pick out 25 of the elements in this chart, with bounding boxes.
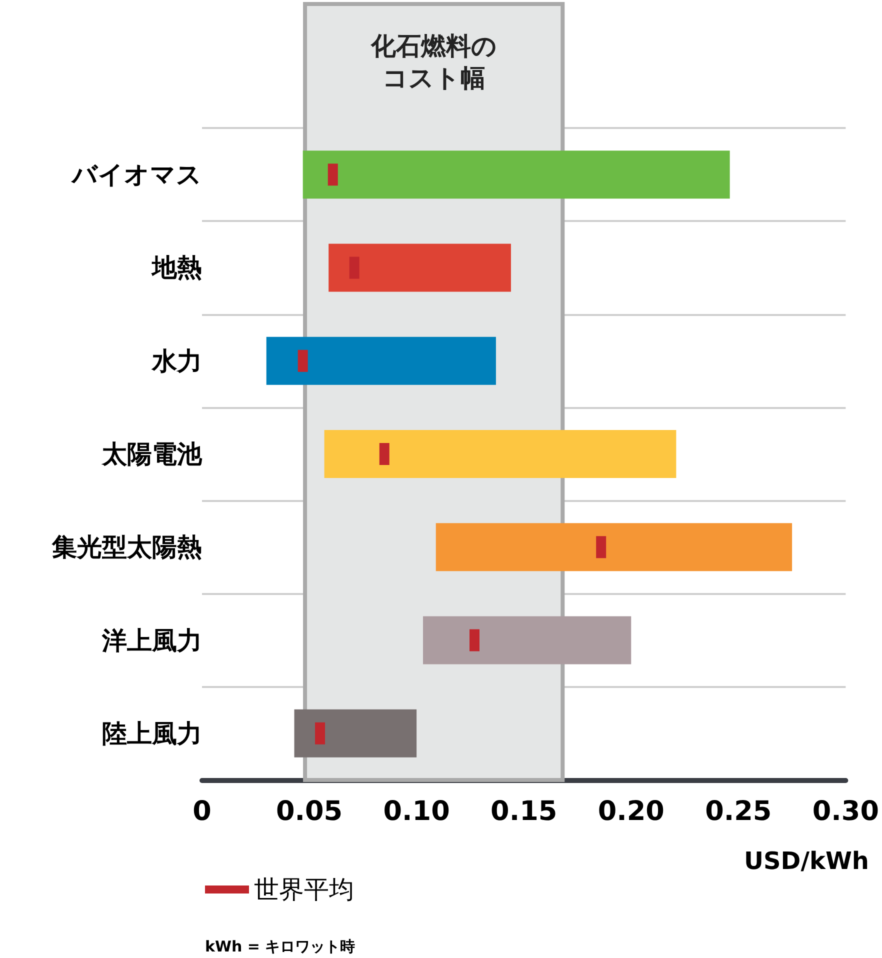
bar [423, 616, 632, 664]
bar [294, 709, 417, 758]
x-tick-label: 0.30 [812, 796, 880, 827]
bar [436, 523, 792, 572]
legend-label: 世界平均 [254, 875, 354, 904]
x-tick-label: 0 [192, 796, 212, 827]
y-tick-label: 地熱 [151, 253, 202, 282]
x-tick-label: 0.10 [383, 796, 450, 827]
band-label: 化石燃料のコスト幅 [370, 32, 497, 92]
y-tick-label: 洋上風力 [101, 626, 202, 655]
y-tick-label: 陸上風力 [102, 718, 202, 748]
x-tick-label: 0.25 [705, 796, 772, 827]
x-axis-title: USD/kWh [744, 847, 870, 875]
bar [266, 336, 496, 385]
y-tick-label: 太陽電池 [101, 440, 203, 468]
x-tick-label: 0.20 [598, 796, 664, 827]
y-tick-label: 集光型太陽熱 [51, 532, 202, 562]
y-tick-label: 水力 [151, 346, 202, 376]
x-tick-label: 0.15 [490, 796, 558, 827]
y-tick-label: バイオマス [70, 160, 202, 190]
bar [302, 150, 730, 199]
text: kWh = キロワット時 [205, 938, 356, 956]
bar [328, 244, 511, 292]
bar [324, 430, 676, 478]
x-tick-label: 0.05 [276, 796, 343, 827]
